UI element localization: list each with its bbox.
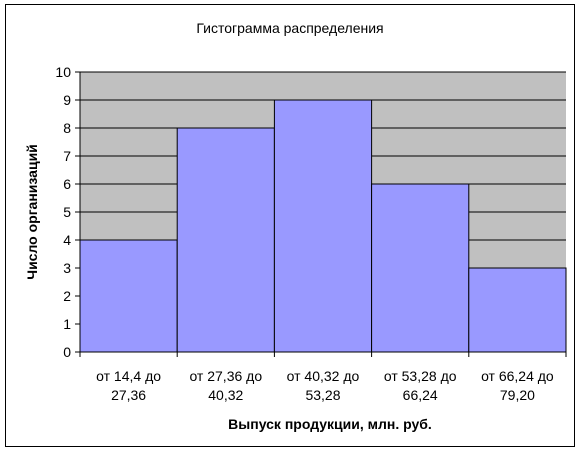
y-tick-label-1: 1	[63, 316, 71, 332]
category-label-5-line-2: 79,20	[500, 387, 535, 403]
y-tick-label-10: 10	[55, 64, 71, 80]
y-tick-label-8: 8	[63, 120, 71, 136]
category-label-5: от 66,24 до 79,20	[481, 368, 554, 403]
y-tick-label-9: 9	[63, 92, 71, 108]
category-label-2: от 27,36 до 40,32	[189, 368, 262, 403]
bar-3	[273, 99, 373, 353]
category-label-1: от 14,4 до 27,36	[96, 368, 161, 403]
bar-5	[468, 267, 567, 353]
y-tick-label-0: 0	[63, 344, 71, 360]
bar-2	[176, 127, 275, 353]
x-axis-label: Выпуск продукции, млн. руб.	[228, 416, 432, 432]
category-label-4: от 53,28 до 66,24	[384, 368, 457, 403]
category-label-3-line-2: 53,28	[305, 387, 340, 403]
bar-1	[79, 239, 178, 353]
plot-area: 0 1 2 3 4 5 6 7 8 9 10 от 14,4 до 27,36 от 27,36 до 40…	[55, 64, 567, 403]
y-tick-label-5: 5	[63, 204, 71, 220]
category-label-2-line-2: 40,32	[208, 387, 243, 403]
y-tick-label-4: 4	[63, 232, 71, 248]
y-tick-label-7: 7	[63, 148, 71, 164]
category-label-3: от 40,32 до 53,28	[287, 368, 360, 403]
y-tick-label-3: 3	[63, 260, 71, 276]
y-axis-label: Число организаций	[24, 144, 40, 280]
category-label-3-line-1: от 40,32 до	[287, 368, 360, 384]
category-label-2-line-1: от 27,36 до	[189, 368, 262, 384]
category-label-1-line-2: 27,36	[111, 387, 146, 403]
y-tick-label-2: 2	[63, 288, 71, 304]
bar-4	[371, 183, 470, 353]
category-label-4-line-1: от 53,28 до	[384, 368, 457, 384]
chart-title: Гистограмма распределения	[196, 20, 383, 36]
category-label-5-line-1: от 66,24 до	[481, 368, 554, 384]
category-label-1-line-1: от 14,4 до	[96, 368, 161, 384]
y-tick-label-6: 6	[63, 176, 71, 192]
category-label-4-line-2: 66,24	[403, 387, 438, 403]
